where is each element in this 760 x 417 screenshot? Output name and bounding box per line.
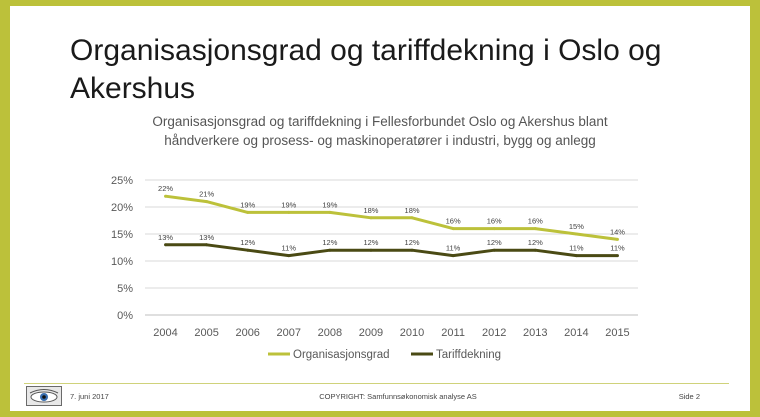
data-label: 18% <box>405 206 420 215</box>
data-label: 12% <box>240 238 255 247</box>
data-label: 22% <box>158 184 173 193</box>
data-point <box>369 248 373 252</box>
footer-date: 7. juni 2017 <box>70 392 109 401</box>
data-label: 19% <box>240 200 255 209</box>
data-point <box>246 248 250 252</box>
data-point <box>451 227 455 231</box>
series-line-organisasjonsgrad <box>165 194 618 241</box>
data-label: 12% <box>363 238 378 247</box>
company-logo <box>26 386 62 406</box>
data-point <box>574 254 578 258</box>
data-point <box>328 248 332 252</box>
series-line-tariffdekning <box>165 243 618 258</box>
x-tick-label: 2007 <box>277 327 301 339</box>
data-label: 11% <box>282 244 297 253</box>
y-tick-label: 5% <box>117 283 133 295</box>
data-label: 12% <box>528 238 543 247</box>
x-tick-label: 2012 <box>482 327 506 339</box>
data-point <box>205 243 209 247</box>
data-label: 12% <box>487 238 502 247</box>
data-point <box>451 254 455 258</box>
eye-logo-icon <box>27 387 61 405</box>
data-point <box>287 210 291 214</box>
chart-title: Organisasjonsgrad og tariffdekning i Fel… <box>152 114 608 148</box>
data-label: 14% <box>610 227 625 236</box>
data-point <box>328 210 332 214</box>
data-point <box>410 248 414 252</box>
data-label: 16% <box>487 217 502 226</box>
data-point <box>533 227 537 231</box>
data-label: 15% <box>569 222 584 231</box>
data-point <box>246 210 250 214</box>
data-label: 11% <box>610 244 625 253</box>
x-tick-label: 2004 <box>153 327 177 339</box>
y-tick-label: 0% <box>117 310 133 322</box>
x-tick-label: 2006 <box>235 327 259 339</box>
x-tick-label: 2014 <box>564 327 588 339</box>
x-tick-label: 2010 <box>400 327 424 339</box>
y-tick-label: 15% <box>111 229 133 241</box>
x-tick-label: 2013 <box>523 327 547 339</box>
data-label: 19% <box>322 200 337 209</box>
footer-divider <box>24 383 729 384</box>
data-point <box>164 243 168 247</box>
x-tick-label: 2008 <box>318 327 342 339</box>
y-tick-label: 25% <box>111 175 133 187</box>
slide-title: Organisasjonsgrad og tariffdekning i Osl… <box>70 34 662 105</box>
data-point <box>287 254 291 258</box>
data-label: 13% <box>199 233 214 242</box>
data-point <box>615 254 619 258</box>
data-label: 11% <box>446 244 461 253</box>
data-point <box>369 216 373 220</box>
data-point <box>492 227 496 231</box>
data-label: 21% <box>199 190 214 199</box>
footer-page-number: Side 2 <box>678 392 700 401</box>
x-tick-label: 2015 <box>605 327 629 339</box>
x-tick-label: 2009 <box>359 327 383 339</box>
data-label: 19% <box>281 200 296 209</box>
data-label: 11% <box>569 244 584 253</box>
data-label: 16% <box>528 217 543 226</box>
x-tick-label: 2011 <box>441 327 465 339</box>
legend-label: Tariffdekning <box>436 349 501 361</box>
data-label: 12% <box>322 238 337 247</box>
data-point <box>615 237 619 241</box>
data-point <box>205 200 209 204</box>
data-point <box>574 232 578 236</box>
footer-copyright: COPYRIGHT: Samfunnsøkonomisk analyse AS <box>319 392 477 401</box>
x-tick-label: 2005 <box>194 327 218 339</box>
data-label: 13% <box>158 233 173 242</box>
data-point <box>533 248 537 252</box>
legend-label: Organisasjonsgrad <box>293 349 390 361</box>
data-label: 16% <box>446 217 461 226</box>
data-label: 12% <box>405 238 420 247</box>
y-tick-label: 10% <box>111 256 133 268</box>
data-point <box>492 248 496 252</box>
data-point <box>410 216 414 220</box>
data-point <box>164 194 168 198</box>
data-label: 18% <box>363 206 378 215</box>
y-tick-label: 20% <box>111 202 133 214</box>
